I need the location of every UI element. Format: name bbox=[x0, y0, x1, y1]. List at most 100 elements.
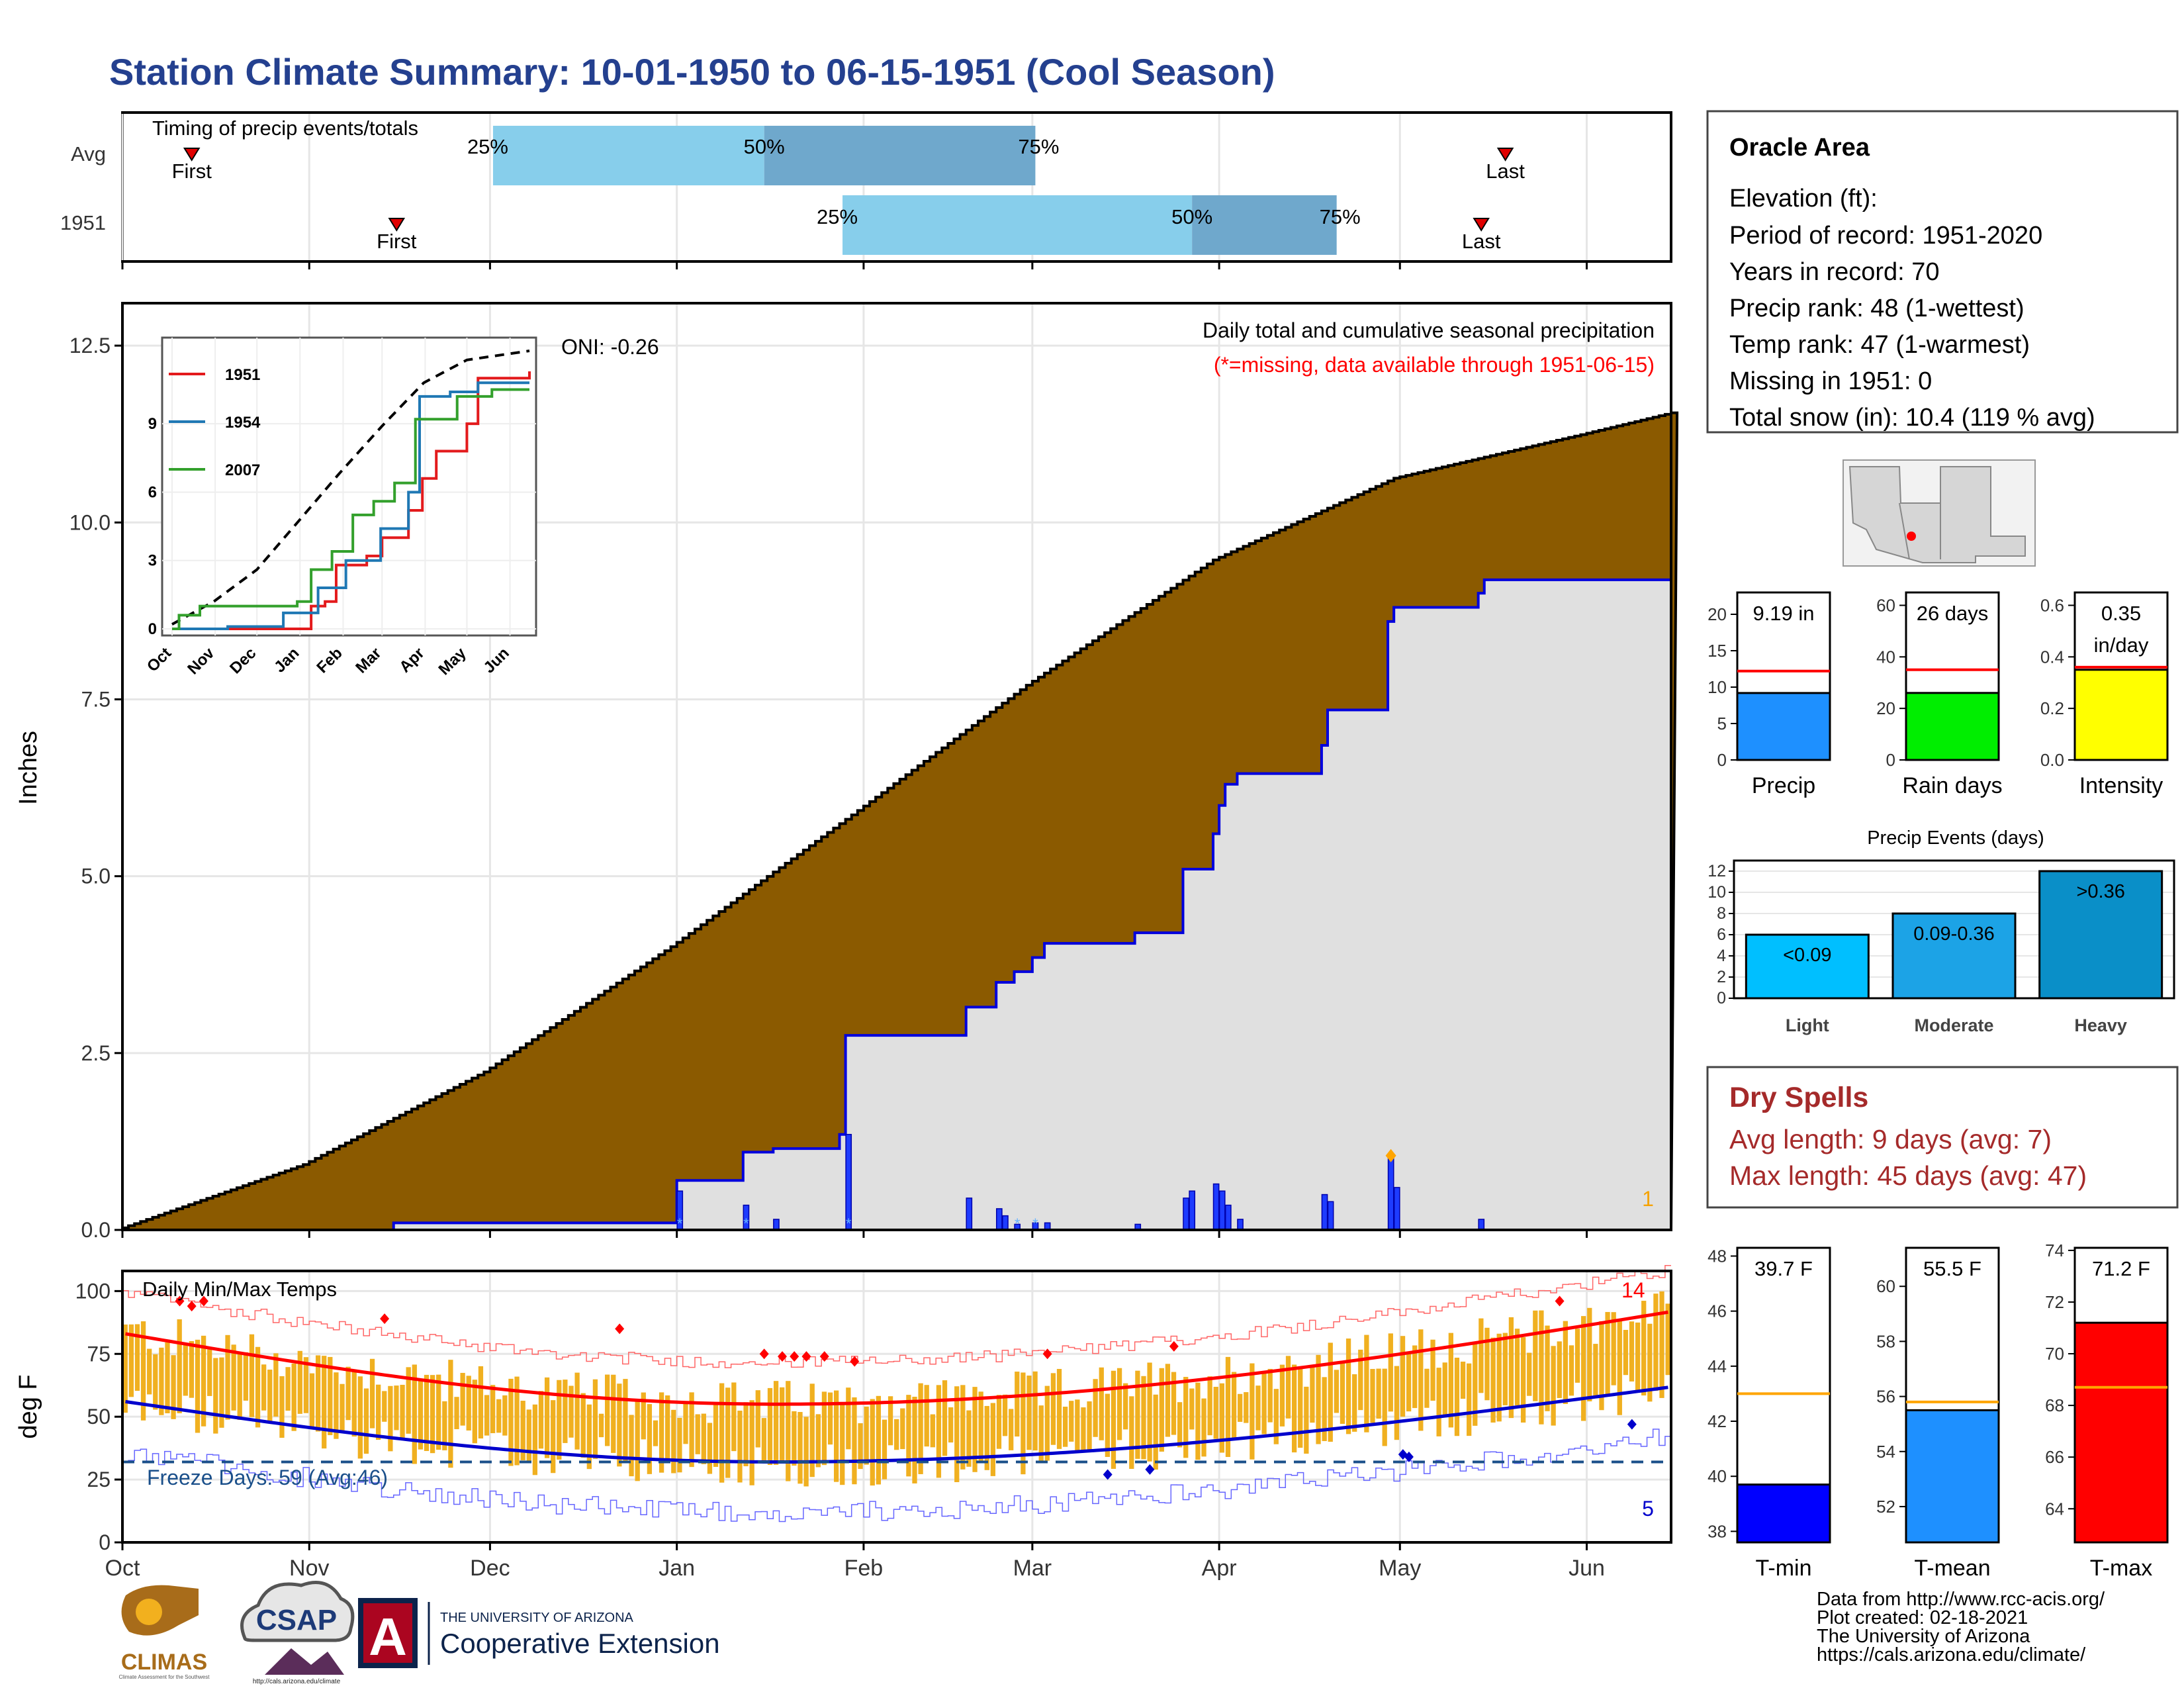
precip-y-axis: 0.0 2.5 5.0 7.5 10.0 12.5 bbox=[69, 334, 1588, 1242]
daily-precip-bar bbox=[1327, 1201, 1334, 1231]
info-line-elevation: Elevation (ft): bbox=[1729, 185, 1878, 212]
daily-temp-bar bbox=[1641, 1301, 1647, 1396]
daily-temp-bar bbox=[219, 1357, 224, 1428]
temp-x-tick-label: Jun bbox=[1569, 1556, 1605, 1581]
precip-legend-line1: Daily total and cumulative seasonal prec… bbox=[1203, 318, 1655, 342]
daily-temp-bar bbox=[460, 1372, 465, 1426]
daily-temp-bar bbox=[1279, 1364, 1285, 1427]
gauge-tick-label: 38 bbox=[1707, 1521, 1727, 1541]
daily-temp-bar bbox=[876, 1395, 882, 1485]
daily-temp-bar bbox=[1502, 1333, 1508, 1405]
events-tick-label: 6 bbox=[1717, 925, 1726, 944]
precip-y-tick-label: 7.5 bbox=[81, 687, 111, 711]
daily-temp-bar bbox=[255, 1346, 261, 1428]
daily-temp-bar bbox=[315, 1355, 321, 1432]
record-high-marker bbox=[790, 1351, 799, 1362]
daily-temp-bar bbox=[1593, 1344, 1598, 1397]
daily-temp-bar bbox=[436, 1374, 441, 1450]
daily-temp-bar bbox=[574, 1372, 580, 1450]
daily-temp-bar bbox=[1574, 1329, 1580, 1383]
gauge-tick-label: 10 bbox=[1707, 677, 1727, 697]
daily-temp-bar bbox=[900, 1408, 905, 1450]
daily-temp-bar bbox=[1406, 1352, 1412, 1412]
climas-sun bbox=[136, 1599, 162, 1625]
daily-temp-bar bbox=[249, 1334, 255, 1417]
daily-temp-bar bbox=[767, 1387, 773, 1466]
daily-temp-bar bbox=[1400, 1336, 1406, 1417]
daily-temp-bar bbox=[786, 1381, 791, 1481]
gauge-value-label: in/day bbox=[2094, 633, 2149, 657]
temp-x-tick-label: Nov bbox=[289, 1556, 329, 1581]
locator-map bbox=[1843, 459, 2036, 567]
daily-temp-bar bbox=[1201, 1398, 1206, 1457]
dry-spells-frame bbox=[1706, 1066, 2179, 1209]
map-state-border bbox=[1899, 502, 1910, 560]
events-category-label: Light bbox=[1786, 1015, 1829, 1035]
daily-precip-bar bbox=[1183, 1197, 1189, 1231]
daily-temp-bar bbox=[1418, 1329, 1424, 1431]
temperature-gauges: 38 40 42 44 46 48 39.7 F T-min 52 54 56 58 60 55.5 F T… bbox=[1707, 1241, 2169, 1581]
credit-line: Plot created: 02-18-2021 bbox=[1817, 1607, 2028, 1628]
daily-temp-bar bbox=[912, 1397, 917, 1483]
events-category-label: Moderate bbox=[1914, 1015, 1993, 1035]
daily-temp-bar bbox=[1479, 1318, 1484, 1393]
daily-temp-bar bbox=[551, 1400, 556, 1474]
daily-temp-bar bbox=[1539, 1310, 1544, 1425]
inset-legend-label: 1951 bbox=[225, 366, 260, 384]
gauge-label: T-min bbox=[1756, 1556, 1812, 1581]
timing-bar-q2 bbox=[1192, 195, 1337, 255]
daily-temp-bar bbox=[815, 1414, 821, 1468]
daily-temp-bar bbox=[1129, 1396, 1134, 1469]
record-high-marker bbox=[1169, 1340, 1179, 1352]
temp-panel-frame bbox=[121, 1270, 1672, 1544]
dry-spells-avg: Avg length: 9 days (avg: 7) bbox=[1729, 1124, 2052, 1154]
record-high-count: 14 bbox=[1621, 1278, 1645, 1302]
daily-precip-bar bbox=[1321, 1194, 1328, 1231]
daily-temp-bar bbox=[1473, 1344, 1478, 1426]
daily-temp-bar bbox=[586, 1404, 592, 1470]
daily-temp-bar bbox=[363, 1388, 369, 1454]
daily-temp-bar bbox=[309, 1373, 315, 1429]
gauge-tick-label: 68 bbox=[2045, 1395, 2064, 1415]
gauge-fill bbox=[1736, 692, 1831, 761]
csap-logo-text: CSAP bbox=[256, 1604, 337, 1636]
precip-count-label: 1 bbox=[1642, 1187, 1654, 1211]
daily-temp-bar bbox=[1484, 1327, 1490, 1401]
daily-temp-bar bbox=[424, 1374, 430, 1451]
inset-y-label: 9 bbox=[148, 415, 157, 433]
snow-marker: * bbox=[1015, 1215, 1021, 1232]
daily-temp-bar bbox=[1617, 1319, 1622, 1415]
daily-temp-bar bbox=[641, 1392, 646, 1440]
gauge-tick-label: 42 bbox=[1707, 1411, 1727, 1431]
daily-temp-bar bbox=[809, 1383, 815, 1477]
daily-temp-bar bbox=[1376, 1368, 1381, 1419]
daily-temp-bar bbox=[1527, 1352, 1532, 1396]
daily-temp-bar bbox=[267, 1370, 273, 1422]
info-line-snow: Total snow (in): 10.4 (119 % avg) bbox=[1729, 404, 2095, 432]
temp-y-tick-label: 50 bbox=[87, 1405, 111, 1429]
daily-temp-bar bbox=[153, 1354, 158, 1410]
precip-panel-frame bbox=[121, 302, 1672, 1231]
gauge-value-label: 26 days bbox=[1917, 602, 1989, 625]
daily-temp-bar bbox=[930, 1414, 935, 1448]
daily-temp-bar bbox=[1050, 1373, 1056, 1445]
daily-temp-bar bbox=[297, 1350, 302, 1414]
daily-temp-bar bbox=[918, 1383, 923, 1474]
daily-temp-bar bbox=[1291, 1364, 1297, 1453]
snow-marker: * bbox=[677, 1215, 683, 1232]
daily-temp-bar bbox=[755, 1390, 760, 1448]
daily-temp-bar bbox=[1285, 1356, 1291, 1419]
observed-cumulative-area bbox=[122, 578, 1672, 1231]
temp-x-tick-label: Mar bbox=[1013, 1556, 1052, 1581]
ua-logo-box bbox=[358, 1598, 418, 1668]
daily-temp-bar bbox=[1069, 1401, 1074, 1442]
temp-y-tick-label: 25 bbox=[87, 1468, 111, 1491]
timing-pct-label: 25% bbox=[817, 205, 858, 228]
daily-temp-bar bbox=[635, 1400, 640, 1481]
daily-temp-bar bbox=[243, 1352, 248, 1401]
daily-temp-bar bbox=[237, 1353, 242, 1420]
gauge-tick-label: 44 bbox=[1707, 1356, 1727, 1376]
daily-temp-bar bbox=[357, 1376, 363, 1459]
daily-temp-bar bbox=[1388, 1333, 1393, 1412]
